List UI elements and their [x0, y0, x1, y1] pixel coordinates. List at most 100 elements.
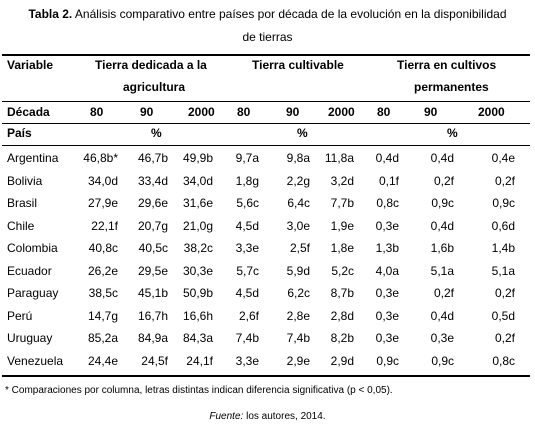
country-cell: Argentina	[7, 151, 59, 165]
value-cell: 34,0d	[87, 174, 118, 188]
value-cell: 6,4c	[287, 196, 310, 210]
country-cell: Brasil	[7, 196, 38, 210]
value-cell: 0,3e	[430, 331, 454, 345]
header-decade-80-g1: 80	[90, 105, 104, 119]
value-cell: 0,2f	[494, 286, 515, 300]
value-cell: 49,9b	[182, 151, 213, 165]
value-cell: 30,3e	[182, 264, 213, 278]
value-cell: 0,3e	[375, 219, 399, 233]
value-cell: 26,2e	[87, 264, 118, 278]
header-decade-90-g1: 90	[140, 105, 154, 119]
value-cell: 16,6h	[182, 309, 213, 323]
value-cell: 5,6c	[236, 196, 259, 210]
country-cell: Venezuela	[7, 354, 64, 368]
value-cell: 84,3a	[182, 331, 213, 345]
header-group-permanentes-2: permanentes	[414, 80, 489, 94]
caption-label: Tabla 2.	[28, 7, 73, 21]
header-variable: Variable	[7, 58, 54, 72]
header-rule-3	[2, 145, 530, 146]
source-label: Fuente:	[209, 411, 244, 422]
value-cell: 2,8e	[286, 309, 310, 323]
header-group-agricultura-1: Tierra dedicada a la	[95, 58, 207, 72]
value-cell: 0,2f	[433, 174, 454, 188]
value-cell: 4,5d	[235, 286, 259, 300]
header-pais: País	[7, 126, 32, 140]
header-decade-80-g3: 80	[377, 105, 391, 119]
header-decade-2000-g2: 2000	[328, 105, 355, 119]
value-cell: 0,9c	[492, 196, 515, 210]
source-note: Fuente: los autores, 2014.	[0, 411, 535, 422]
header-decada: Década	[7, 105, 50, 119]
value-cell: 7,4b	[235, 331, 259, 345]
value-cell: 3,3e	[235, 354, 259, 368]
value-cell: 1,6b	[430, 241, 454, 255]
value-cell: 2,9e	[286, 354, 310, 368]
country-cell: Paraguay	[7, 286, 59, 300]
value-cell: 84,9a	[137, 331, 168, 345]
value-cell: 0,3e	[375, 286, 399, 300]
value-cell: 29,5e	[137, 264, 168, 278]
value-cell: 5,9d	[286, 264, 310, 278]
value-cell: 1,4b	[491, 241, 515, 255]
caption-line-1: Tabla 2. Análisis comparativo entre país…	[0, 3, 535, 26]
country-cell: Bolivia	[7, 174, 43, 188]
value-cell: 46,7b	[137, 151, 168, 165]
value-cell: 24,4e	[87, 354, 118, 368]
header-rule-1	[2, 101, 530, 102]
header-unit-g1: %	[151, 126, 162, 140]
value-cell: 0,2f	[433, 286, 454, 300]
value-cell: 27,9e	[87, 196, 118, 210]
header-decade-2000-g1: 2000	[188, 105, 215, 119]
value-cell: 0,9c	[431, 196, 454, 210]
value-cell: 21,0g	[182, 219, 213, 233]
value-cell: 2,2g	[286, 174, 310, 188]
value-cell: 34,0d	[182, 174, 213, 188]
value-cell: 8,7b	[330, 286, 354, 300]
value-cell: 40,8c	[88, 241, 118, 255]
value-cell: 2,8d	[330, 309, 354, 323]
value-cell: 0,9c	[376, 354, 399, 368]
header-rule-2	[2, 123, 530, 124]
value-cell: 20,7g	[137, 219, 168, 233]
country-cell: Ecuador	[7, 264, 52, 278]
value-cell: 50,9b	[182, 286, 213, 300]
value-cell: 0,6d	[491, 219, 515, 233]
value-cell: 3,2d	[330, 174, 354, 188]
value-cell: 14,7g	[87, 309, 118, 323]
source-text: los autores, 2014.	[243, 411, 326, 422]
header-unit-g3: %	[447, 126, 458, 140]
value-cell: 5,1a	[430, 264, 454, 278]
header-group-cultivable: Tierra cultivable	[252, 58, 344, 72]
value-cell: 4,0a	[375, 264, 399, 278]
table-caption: Tabla 2. Análisis comparativo entre país…	[0, 3, 535, 49]
header-decade-90-g3: 90	[424, 105, 438, 119]
value-cell: 8,2b	[330, 331, 354, 345]
value-cell: 46,8b*	[83, 151, 118, 165]
value-cell: 2,9d	[330, 354, 354, 368]
value-cell: 0,8c	[376, 196, 399, 210]
value-cell: 4,5d	[235, 219, 259, 233]
value-cell: 38,5c	[88, 286, 118, 300]
value-cell: 0,4d	[375, 151, 399, 165]
value-cell: 7,7b	[330, 196, 354, 210]
value-cell: 3,0e	[286, 219, 310, 233]
value-cell: 38,2c	[183, 241, 213, 255]
value-cell: 2,5f	[289, 241, 310, 255]
caption-text-1: Análisis comparativo entre países por dé…	[74, 7, 507, 21]
header-unit-g2: %	[297, 126, 308, 140]
value-cell: 0,5d	[491, 309, 515, 323]
country-cell: Perú	[7, 309, 33, 323]
value-cell: 0,4d	[430, 309, 454, 323]
value-cell: 1,8g	[235, 174, 259, 188]
value-cell: 0,8c	[492, 354, 515, 368]
value-cell: 1,3b	[375, 241, 399, 255]
header-group-permanentes-1: Tierra en cultivos	[397, 58, 497, 72]
value-cell: 0,9c	[431, 354, 454, 368]
value-cell: 16,7h	[137, 309, 168, 323]
value-cell: 0,2f	[494, 174, 515, 188]
caption-line-2: de tierras	[242, 30, 293, 44]
value-cell: 24,1f	[186, 354, 213, 368]
value-cell: 7,4b	[286, 331, 310, 345]
header-decade-2000-g3: 2000	[478, 105, 505, 119]
value-cell: 6,2c	[287, 286, 310, 300]
